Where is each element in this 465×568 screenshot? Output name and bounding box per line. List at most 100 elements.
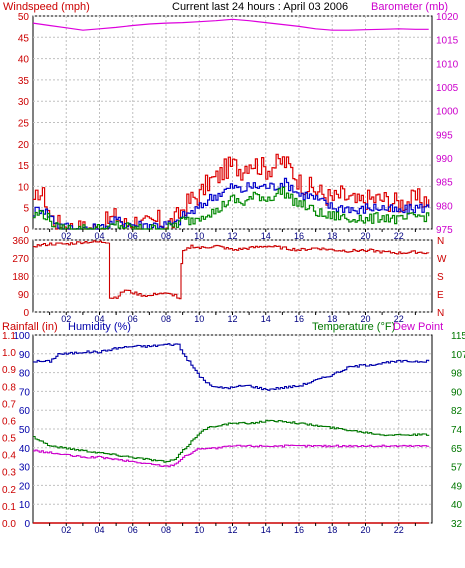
humidity-tick-label: 100 bbox=[13, 331, 30, 342]
humidity-tick-label: 50 bbox=[19, 425, 31, 436]
dewpoint-series bbox=[33, 444, 430, 468]
x-tick-label: 04 bbox=[94, 525, 104, 535]
x-tick-label: 08 bbox=[161, 314, 171, 324]
rainfall-tick-label: 1.0 bbox=[2, 348, 16, 359]
rainfall-tick-label: 0.9 bbox=[2, 365, 16, 376]
direction-tick-label: 360 bbox=[12, 236, 29, 247]
barometer-tick-label: 995 bbox=[436, 130, 453, 141]
humidity-axis-title: Humidity (%) bbox=[68, 321, 131, 333]
rainfall-tick-label: 0.4 bbox=[2, 451, 16, 462]
x-tick-label: 02 bbox=[61, 525, 71, 535]
chart-title: Current last 24 hours : April 03 2006 bbox=[172, 1, 348, 13]
x-tick-label: 12 bbox=[227, 314, 237, 324]
compass-tick-label: W bbox=[437, 254, 447, 265]
x-tick-label: 14 bbox=[261, 314, 271, 324]
wind-direction-series bbox=[33, 240, 430, 300]
humidity-tick-label: 40 bbox=[19, 444, 31, 455]
x-tick-label: 12 bbox=[227, 525, 237, 535]
x-tick-label: 22 bbox=[394, 314, 404, 324]
humidity-tick-label: 90 bbox=[19, 350, 31, 361]
rainfall-tick-label: 0.3 bbox=[2, 468, 16, 479]
compass-tick-label: N bbox=[437, 308, 444, 319]
barometer-tick-label: 990 bbox=[436, 154, 453, 165]
compass-tick-label: E bbox=[437, 290, 444, 301]
rainfall-tick-label: 0.8 bbox=[2, 382, 16, 393]
temperature-tick-label: 98 bbox=[451, 369, 463, 380]
x-tick-label: 06 bbox=[128, 231, 138, 241]
temperature-tick-label: 65 bbox=[451, 444, 463, 455]
temperature-tick-label: 57 bbox=[451, 463, 463, 474]
temperature-tick-label: 90 bbox=[451, 387, 463, 398]
barometer-tick-label: 1000 bbox=[436, 107, 459, 118]
x-tick-label: 16 bbox=[294, 525, 304, 535]
x-tick-label: 18 bbox=[327, 525, 337, 535]
x-tick-label: 20 bbox=[360, 525, 370, 535]
x-tick-label: 20 bbox=[360, 314, 370, 324]
windspeed-tick-label: 10 bbox=[18, 182, 30, 193]
barometer-tick-label: 980 bbox=[436, 201, 453, 212]
x-tick-label: 22 bbox=[394, 525, 404, 535]
temperature-tick-label: 32 bbox=[451, 519, 463, 530]
barometer-tick-label: 1005 bbox=[436, 83, 459, 94]
x-tick-label: 16 bbox=[294, 231, 304, 241]
temperature-tick-label: 74 bbox=[451, 425, 463, 436]
x-tick-label: 14 bbox=[261, 525, 271, 535]
rainfall-tick-label: 0.7 bbox=[2, 399, 16, 410]
x-tick-label: 02 bbox=[61, 231, 71, 241]
humidity-tick-label: 60 bbox=[19, 406, 31, 417]
humidity-series bbox=[33, 343, 430, 391]
windspeed-tick-label: 40 bbox=[18, 55, 30, 66]
barometer-tick-label: 975 bbox=[436, 225, 453, 236]
x-tick-label: 10 bbox=[194, 231, 204, 241]
windspeed-tick-label: 45 bbox=[18, 33, 30, 44]
wind-low-series bbox=[33, 186, 430, 230]
x-tick-label: 10 bbox=[194, 525, 204, 535]
x-tick-label: 02 bbox=[61, 314, 71, 324]
humidity-tick-label: 10 bbox=[19, 500, 31, 511]
x-tick-label: 18 bbox=[327, 314, 337, 324]
humidity-tick-label: 80 bbox=[19, 369, 31, 380]
x-tick-label: 04 bbox=[94, 314, 104, 324]
windspeed-tick-label: 0 bbox=[23, 225, 29, 236]
compass-tick-label: S bbox=[437, 272, 444, 283]
windspeed-tick-label: 35 bbox=[18, 76, 30, 87]
humidity-tick-label: 30 bbox=[19, 463, 31, 474]
windspeed-tick-label: 15 bbox=[18, 161, 30, 172]
x-tick-label: 20 bbox=[360, 231, 370, 241]
direction-tick-label: 270 bbox=[12, 254, 29, 265]
humidity-tick-label: 70 bbox=[19, 387, 31, 398]
x-tick-label: 22 bbox=[394, 231, 404, 241]
x-tick-label: 08 bbox=[161, 231, 171, 241]
x-tick-label: 08 bbox=[161, 525, 171, 535]
barometer-axis-title: Barometer (mb) bbox=[371, 1, 448, 13]
x-tick-label: 04 bbox=[94, 231, 104, 241]
x-tick-label: 18 bbox=[327, 231, 337, 241]
windspeed-tick-label: 25 bbox=[18, 119, 30, 130]
x-tick-label: 10 bbox=[194, 314, 204, 324]
rainfall-axis-title: Rainfall (in) bbox=[2, 321, 58, 333]
temperature-tick-label: 40 bbox=[451, 500, 463, 511]
dewpoint-axis-title: Dew Point bbox=[393, 321, 443, 333]
temperature-tick-label: 107 bbox=[451, 350, 465, 361]
humidity-tick-label: 0 bbox=[24, 519, 30, 530]
barometer-series bbox=[32, 18, 429, 31]
direction-tick-label: 180 bbox=[12, 272, 29, 283]
barometer-tick-label: 1020 bbox=[436, 12, 459, 23]
rainfall-tick-label: 1.1 bbox=[2, 331, 16, 342]
rainfall-tick-label: 0.2 bbox=[2, 485, 16, 496]
direction-tick-label: 90 bbox=[18, 290, 30, 301]
temperature-tick-label: 49 bbox=[451, 481, 463, 492]
rainfall-tick-label: 0.1 bbox=[2, 502, 16, 513]
temperature-axis-title: Temperature (°F) bbox=[312, 321, 395, 333]
rainfall-tick-label: 0.0 bbox=[2, 519, 16, 530]
barometer-tick-label: 985 bbox=[436, 178, 453, 189]
rainfall-tick-label: 0.6 bbox=[2, 416, 16, 427]
windspeed-tick-label: 30 bbox=[18, 97, 30, 108]
compass-tick-label: N bbox=[437, 236, 444, 247]
direction-tick-label: 0 bbox=[23, 308, 29, 319]
barometer-tick-label: 1010 bbox=[436, 59, 459, 70]
x-tick-label: 14 bbox=[261, 231, 271, 241]
windspeed-tick-label: 5 bbox=[23, 204, 29, 215]
